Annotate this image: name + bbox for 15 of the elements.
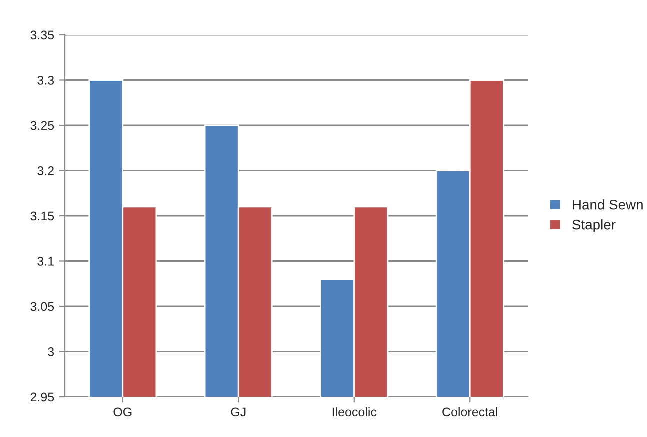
x-tick-label: GJ xyxy=(231,408,246,417)
y-tick-label: 3.1 xyxy=(38,257,54,266)
y-tick-label: 3.35 xyxy=(30,30,54,40)
y-tick-label: 3.2 xyxy=(38,166,54,176)
legend-label: Stapler xyxy=(572,220,616,232)
y-tick-label: 2.95 xyxy=(30,392,54,402)
x-tick-label: Ileocolic xyxy=(332,407,377,417)
x-tick-label: OG xyxy=(114,408,132,417)
y-tick-label: 3.25 xyxy=(30,121,54,130)
x-tick-label: Colorectal xyxy=(442,407,498,417)
legend-label: Hand Sewn xyxy=(573,200,643,210)
y-tick-label: 3.15 xyxy=(30,212,54,221)
y-tick-label: 3.3 xyxy=(38,76,54,85)
y-tick-label: 3.05 xyxy=(30,302,54,312)
y-tick-label: 3 xyxy=(48,348,54,356)
